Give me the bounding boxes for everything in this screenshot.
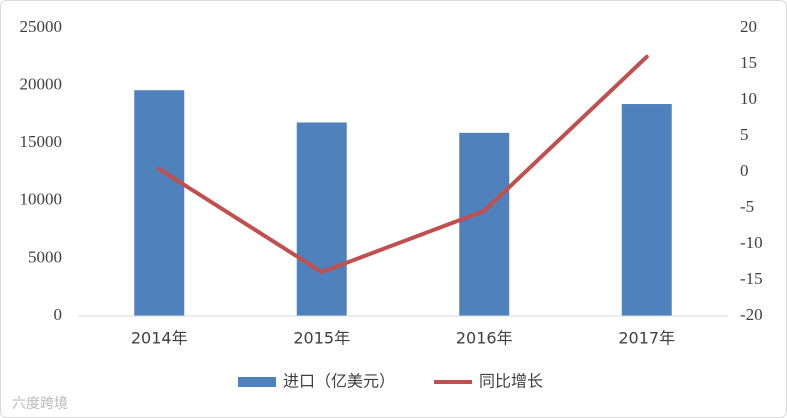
y2-tick-label: 5 (740, 125, 749, 144)
y-tick-label: 5000 (28, 247, 62, 266)
x-tick-label: 2016年 (456, 329, 513, 348)
legend-label: 同比增长 (479, 372, 543, 391)
bar (134, 90, 185, 316)
y2-tick-label: 20 (740, 17, 757, 36)
line (157, 54, 649, 275)
y-tick-label: 10000 (20, 190, 63, 209)
x-tick-label: 2017年 (618, 329, 675, 348)
y-tick-label: 20000 (20, 75, 63, 94)
y2-tick-label: -15 (740, 269, 763, 288)
watermark: 六度跨境 (12, 396, 68, 412)
x-tick-label: 2014年 (131, 329, 188, 348)
x-tick-label: 2015年 (293, 329, 350, 348)
y2-tick-label: 10 (740, 89, 757, 108)
bar (621, 104, 672, 316)
y2-tick-label: -5 (740, 197, 754, 216)
y2-tick-label: 0 (740, 161, 749, 180)
y2-tick-label: -20 (740, 305, 763, 324)
legend-swatch (238, 377, 276, 387)
legend-label: 进口（亿美元） (283, 372, 395, 391)
y2-tick-label: 15 (740, 53, 757, 72)
bar (459, 132, 510, 316)
bar (296, 122, 347, 317)
y-tick-label: 0 (54, 305, 63, 324)
y2-tick-label: -10 (740, 233, 763, 252)
y-tick-label: 25000 (20, 17, 63, 36)
y-tick-label: 15000 (20, 132, 63, 151)
